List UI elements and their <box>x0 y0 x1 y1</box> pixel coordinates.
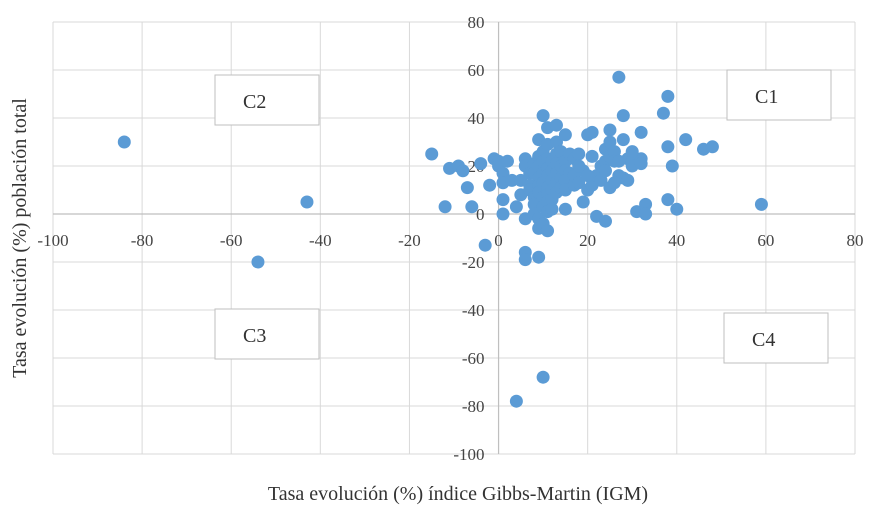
data-point <box>541 224 555 238</box>
data-point <box>474 157 488 171</box>
data-point <box>625 145 639 159</box>
data-point <box>634 157 648 171</box>
data-point <box>639 197 653 211</box>
data-point <box>585 149 599 163</box>
x-tick-label: 20 <box>579 231 596 250</box>
x-tick-label: -40 <box>309 231 332 250</box>
data-point <box>425 147 439 161</box>
data-point <box>251 255 265 269</box>
data-point <box>705 140 719 154</box>
quadrant-box <box>723 312 829 364</box>
data-point <box>509 200 523 214</box>
data-point <box>500 154 514 168</box>
x-tick-label: -100 <box>37 231 68 250</box>
data-point <box>460 181 474 195</box>
data-point <box>549 118 563 132</box>
quadrant-label: C1 <box>755 86 778 108</box>
data-point <box>603 123 617 137</box>
quadrant-label: C4 <box>752 329 775 351</box>
data-point <box>679 133 693 147</box>
quadrant-box <box>726 69 832 121</box>
y-tick-label: -40 <box>462 301 485 320</box>
axes <box>53 22 855 454</box>
y-tick-label: 40 <box>468 109 485 128</box>
data-point <box>621 173 635 187</box>
data-point <box>639 207 653 221</box>
data-point <box>616 109 630 123</box>
x-tick-label: -80 <box>131 231 154 250</box>
data-points <box>117 70 768 408</box>
data-point <box>670 202 684 216</box>
data-point <box>300 195 314 209</box>
data-point <box>661 89 675 103</box>
data-point <box>661 140 675 154</box>
y-tick-label: -60 <box>462 349 485 368</box>
x-tick-label: 80 <box>847 231 864 250</box>
data-point <box>612 70 626 84</box>
data-point <box>656 106 670 120</box>
data-point <box>572 176 586 190</box>
data-point <box>505 173 519 187</box>
data-point <box>634 125 648 139</box>
data-point <box>465 200 479 214</box>
y-tick-label: 80 <box>468 13 485 32</box>
data-point <box>483 178 497 192</box>
data-point <box>536 109 550 123</box>
quadrant-box <box>214 308 320 360</box>
y-tick-label: -80 <box>462 397 485 416</box>
data-point <box>558 202 572 216</box>
data-point <box>616 133 630 147</box>
y-tick-label: -100 <box>453 445 484 464</box>
quadrant-box <box>214 74 320 126</box>
data-point <box>754 197 768 211</box>
data-point <box>518 253 532 267</box>
y-tick-label: 60 <box>468 61 485 80</box>
data-point <box>117 135 131 149</box>
data-point <box>438 200 452 214</box>
y-tick-label: -20 <box>462 253 485 272</box>
data-point <box>576 195 590 209</box>
data-point <box>581 169 595 183</box>
y-tick-label: 0 <box>476 205 485 224</box>
data-point <box>536 370 550 384</box>
quadrant-label: C3 <box>243 325 266 347</box>
data-point <box>496 207 510 221</box>
x-tick-label: 60 <box>757 231 774 250</box>
data-point <box>496 166 510 180</box>
data-point <box>478 238 492 252</box>
x-tick-label: -60 <box>220 231 243 250</box>
x-axis-title: Tasa evolución (%) índice Gibbs-Martin (… <box>268 483 648 505</box>
data-point <box>509 394 523 408</box>
data-point <box>665 159 679 173</box>
data-point <box>456 164 470 178</box>
data-point <box>532 250 546 264</box>
data-point <box>545 202 559 216</box>
x-tick-label: 40 <box>668 231 685 250</box>
x-tick-label: 0 <box>494 231 503 250</box>
x-tick-label: -20 <box>398 231 421 250</box>
quadrant-boxes: C1 C2 C3 C4 <box>214 69 832 364</box>
data-point <box>496 193 510 207</box>
data-point <box>661 193 675 207</box>
data-point <box>612 154 626 168</box>
data-point <box>558 128 572 142</box>
data-point <box>598 214 612 228</box>
data-point <box>572 147 586 161</box>
data-point <box>585 125 599 139</box>
data-point <box>572 159 586 173</box>
y-axis-title: Tasa evolución (%) población total <box>9 98 31 378</box>
data-point <box>598 164 612 178</box>
quadrant-label: C2 <box>243 91 266 113</box>
data-point <box>607 176 621 190</box>
